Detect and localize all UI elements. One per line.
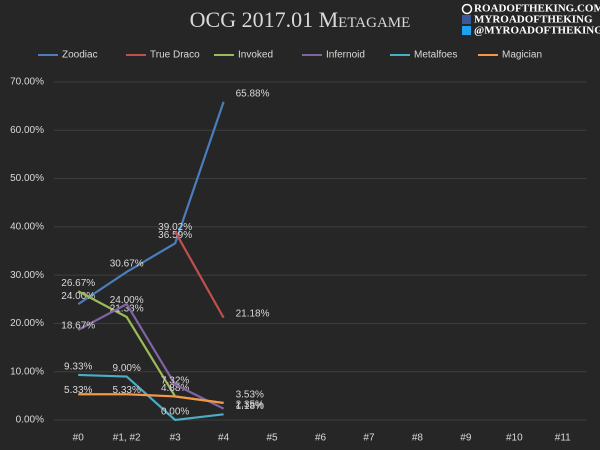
x-tick-label: #3 (170, 433, 182, 444)
x-tick-label: #9 (460, 433, 472, 444)
y-tick-label: 40.00% (10, 221, 44, 232)
data-label: 36.59% (158, 230, 192, 241)
y-tick-label: 60.00% (10, 125, 44, 136)
data-label: 9.33% (64, 362, 92, 373)
y-tick-label: 0.00% (16, 415, 44, 426)
data-label: 24.00% (110, 295, 144, 306)
data-label: 24.00% (61, 291, 95, 302)
data-label: 21.33% (110, 304, 144, 315)
x-tick-label: #4 (218, 433, 230, 444)
data-label: 18.67% (61, 320, 95, 331)
facebook-icon (462, 15, 471, 24)
y-tick-label: 30.00% (10, 270, 44, 281)
legend-label: Magician (502, 50, 542, 61)
data-label: 2.35% (236, 399, 264, 410)
series-line (78, 373, 224, 422)
data-label: 39.02% (158, 222, 192, 233)
twitter-icon (462, 26, 471, 35)
series-line (77, 101, 225, 306)
x-tick-label: #1, #2 (113, 433, 141, 444)
watermark: ROADOFTHEKING.COM (474, 3, 600, 15)
legend-label: Zoodiac (62, 50, 98, 61)
data-label: 21.18% (236, 308, 270, 319)
x-tick-label: #0 (73, 433, 85, 444)
watermark: MYROADOFTHEKING (474, 14, 593, 26)
y-tick-label: 10.00% (10, 366, 44, 377)
series-line (174, 231, 225, 319)
x-tick-label: #5 (266, 433, 278, 444)
y-tick-label: 50.00% (10, 173, 44, 184)
data-label: 5.33% (113, 385, 141, 396)
series-line (78, 393, 224, 405)
logo-icon (461, 3, 473, 15)
legend-label: Invoked (238, 50, 273, 61)
watermark: @MYROADOFTHEKING (474, 25, 600, 37)
data-label: 5.33% (64, 385, 92, 396)
data-label: 9.00% (113, 363, 141, 374)
data-label: 26.67% (61, 278, 95, 289)
y-tick-label: 20.00% (10, 318, 44, 329)
data-label: 4.88% (161, 383, 189, 394)
data-label: 7.32% (161, 375, 189, 386)
data-label: 30.67% (110, 259, 144, 270)
data-label: 3.53% (236, 390, 264, 401)
y-tick-label: 70.00% (10, 77, 44, 88)
data-label: 0.00% (161, 407, 189, 418)
x-tick-label: #8 (412, 433, 424, 444)
legend-label: True Draco (150, 50, 200, 61)
chart-title: OCG 2017.01 Metagame (190, 7, 411, 32)
x-tick-label: #7 (363, 433, 375, 444)
legend-label: Metalfoes (414, 50, 457, 61)
legend-label: Infernoid (326, 50, 365, 61)
x-tick-label: #11 (555, 433, 571, 444)
series-line (77, 302, 225, 410)
data-label: 1.18% (236, 401, 264, 412)
x-tick-label: #10 (506, 433, 523, 444)
x-tick-label: #6 (315, 433, 327, 444)
data-label: 65.88% (236, 89, 270, 100)
